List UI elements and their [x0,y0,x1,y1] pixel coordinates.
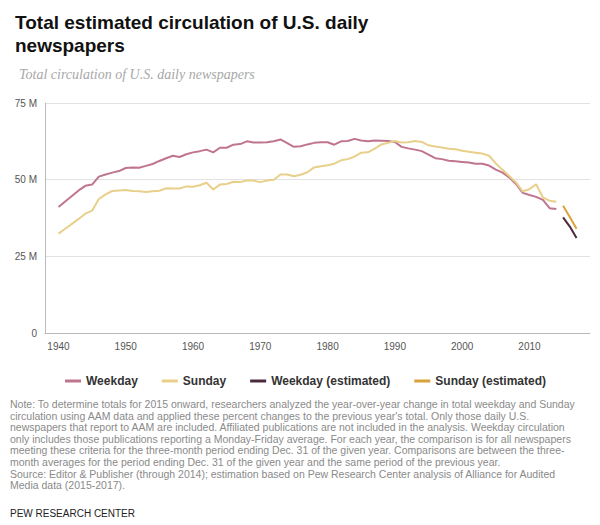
svg-text:newspapers: newspapers [15,35,125,56]
svg-text:75 M: 75 M [15,98,37,109]
svg-text:1950: 1950 [115,341,138,352]
svg-text:1970: 1970 [249,341,272,352]
svg-text:2010: 2010 [518,341,541,352]
svg-text:1980: 1980 [316,341,339,352]
svg-text:2000: 2000 [451,341,474,352]
svg-text:Sunday (estimated): Sunday (estimated) [435,374,546,388]
svg-text:Sunday: Sunday [183,374,227,388]
svg-text:50 M: 50 M [15,174,37,185]
svg-text:Weekday: Weekday [86,374,138,388]
svg-text:Total circulation of U.S. dail: Total circulation of U.S. daily newspape… [19,67,255,82]
svg-text:1940: 1940 [47,341,70,352]
svg-text:1960: 1960 [182,341,205,352]
html-text:PEW RESEARCH CENTER: PEW RESEARCH CENTER [10,508,135,519]
svg-text:Total estimated circulation of: Total estimated circulation of U.S. dail… [15,12,374,33]
html-text:Note: To determine totals for: Note: To determine totals for 2015 onwar… [10,398,575,468]
svg-text:0: 0 [31,328,37,339]
svg-text:1990: 1990 [384,341,407,352]
html-text:Source: Editor & Publisher (th: Source: Editor & Publisher (through 2014… [10,467,556,492]
svg-text:25 M: 25 M [15,251,37,262]
svg-text:Weekday (estimated): Weekday (estimated) [271,374,390,388]
